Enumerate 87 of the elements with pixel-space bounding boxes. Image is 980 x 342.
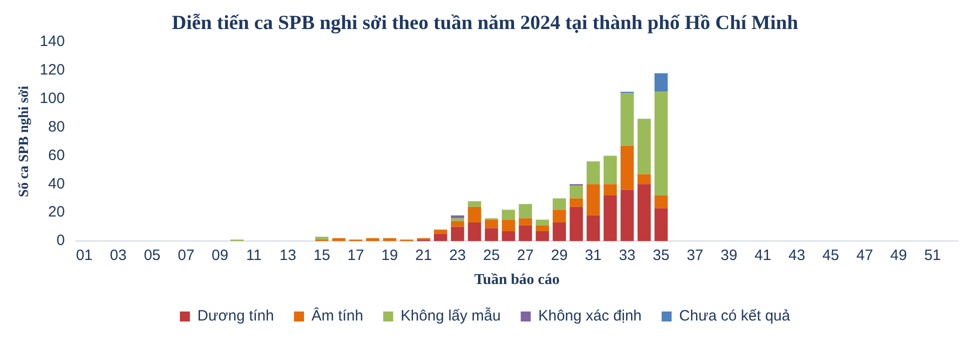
y-tick-label: 80 — [48, 118, 65, 136]
bar — [450, 226, 464, 241]
bar — [450, 215, 464, 218]
bar — [570, 206, 583, 241]
bar — [654, 73, 668, 92]
x-tick-label: 25 — [483, 247, 500, 264]
x-tick-label: 39 — [720, 247, 738, 264]
x-tick-label: 31 — [584, 247, 602, 264]
x-tick-label: 33 — [618, 247, 636, 264]
y-tick-label: 120 — [40, 62, 65, 79]
x-tick-label: 19 — [381, 247, 398, 264]
y-tick-label: 140 — [40, 33, 65, 50]
x-tick-label: 15 — [313, 247, 330, 264]
bar — [604, 184, 617, 196]
y-tick-label: 0 — [56, 232, 65, 250]
bar — [434, 234, 448, 241]
bar — [484, 220, 498, 228]
bar — [604, 156, 617, 184]
bar — [620, 146, 634, 190]
x-tick-label: 07 — [178, 247, 194, 264]
y-tick-label: 60 — [48, 146, 65, 164]
x-tick-label: 09 — [212, 247, 228, 264]
bar — [518, 218, 532, 226]
bar — [332, 238, 346, 241]
chart-title: Diễn tiến ca SPB nghi sởi theo tuần năm 2024 tại thành phố Hồ Chí Minh — [172, 12, 798, 34]
x-tick-label: 17 — [347, 247, 364, 264]
legend-label: Âm tính — [311, 306, 364, 325]
bar — [570, 186, 583, 198]
bar — [502, 210, 516, 220]
x-tick-label: 21 — [415, 247, 432, 264]
bar — [383, 238, 396, 241]
legend-label: Không xác định — [538, 308, 642, 325]
x-tick-label: 37 — [686, 247, 704, 264]
x-tick-label: 01 — [76, 247, 93, 264]
x-tick-label: 13 — [280, 247, 296, 264]
x-tick-label: 27 — [517, 247, 534, 264]
bar — [586, 215, 600, 241]
x-tick-label: 43 — [788, 247, 806, 264]
bar — [484, 228, 498, 241]
bar — [434, 230, 448, 234]
bar — [620, 190, 634, 241]
bar — [654, 92, 668, 196]
bar — [366, 238, 380, 241]
bar — [654, 196, 668, 208]
bar — [315, 236, 328, 240]
x-tick-label: 47 — [856, 247, 874, 264]
legend-label: Chưa có kết quả — [679, 308, 791, 325]
y-tick-label: 20 — [48, 204, 65, 221]
bar — [536, 220, 549, 226]
bar — [518, 225, 532, 241]
bar — [536, 231, 549, 241]
bar — [552, 222, 566, 241]
bar — [654, 208, 668, 241]
bar — [468, 201, 482, 207]
legend-label: Không lấy mẫu — [400, 308, 501, 325]
y-tick-label: 40 — [48, 175, 65, 192]
y-tick-label: 100 — [40, 90, 65, 107]
bar — [502, 231, 516, 241]
bar — [620, 93, 634, 146]
x-tick-label: 35 — [652, 247, 670, 264]
bar — [638, 174, 651, 184]
legend-label: Dương tính — [197, 308, 274, 325]
bar — [468, 222, 482, 241]
bar — [552, 198, 566, 210]
bar — [586, 184, 600, 216]
x-tick-label: 05 — [144, 247, 161, 264]
bar — [450, 221, 464, 227]
y-axis-title: Số ca SPB nghi sởi — [17, 86, 32, 198]
bar — [518, 204, 532, 218]
bar — [638, 118, 651, 174]
bar — [536, 225, 549, 232]
bar — [552, 210, 566, 223]
x-tick-label: 03 — [110, 247, 127, 264]
bar — [468, 206, 482, 223]
x-tick-label: 45 — [822, 247, 840, 264]
bar — [604, 196, 617, 241]
x-tick-label: 49 — [890, 247, 907, 264]
bar — [586, 161, 600, 184]
bar — [502, 220, 516, 232]
x-tick-label: 23 — [449, 247, 466, 264]
x-axis-title: Tuần báo cáo — [474, 272, 560, 288]
x-tick-label: 41 — [754, 247, 772, 264]
x-tick-label: 29 — [550, 247, 568, 264]
bar — [638, 184, 651, 241]
x-tick-label: 11 — [246, 247, 262, 264]
x-tick-label: 51 — [924, 247, 941, 264]
bar — [570, 198, 583, 207]
